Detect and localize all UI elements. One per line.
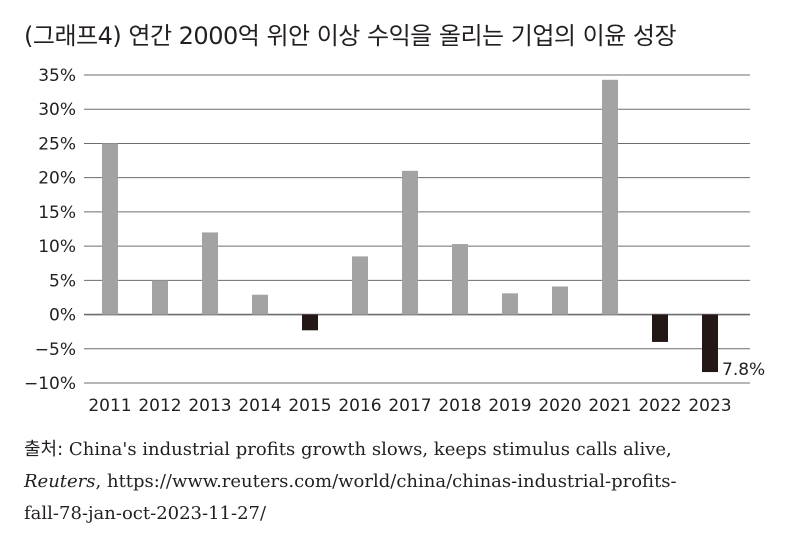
bar-annotation: 7.8% [722, 360, 765, 380]
bar-2011 [102, 143, 118, 315]
bar-2018 [452, 244, 468, 315]
x-tick-label: 2019 [488, 396, 531, 416]
bar-2016 [352, 256, 368, 315]
x-axis-ticks: 2011 2012 2013 2014 2015 2016 2017 2018 2019 2020… [88, 396, 731, 416]
bars [102, 79, 718, 373]
bar-2022 [652, 314, 668, 342]
source-url-part1: , https://www.reuters.com/world/china/ch… [95, 471, 677, 492]
y-tick-label: 25% [38, 134, 76, 154]
y-tick-label: 30% [38, 100, 76, 120]
x-tick-label: 2023 [688, 396, 731, 416]
x-tick-label: 2020 [538, 396, 581, 416]
y-tick-label: 15% [38, 203, 76, 223]
source-line1: China's industrial profits growth slows,… [68, 439, 672, 460]
x-tick-label: 2022 [638, 396, 681, 416]
chart-title: (그래프4) 연간 2000억 위안 이상 수익을 올리는 기업의 이윤 성장 [24, 22, 677, 50]
x-tick-label: 2013 [188, 396, 231, 416]
source-label: 출처: [24, 439, 64, 460]
y-tick-label: 20% [38, 169, 76, 189]
source-note: 출처: China's industrial profits growth sl… [24, 434, 784, 530]
bar-2019 [502, 293, 518, 315]
x-tick-label: 2017 [388, 396, 431, 416]
bar-2012 [152, 280, 168, 315]
bar-2014 [252, 294, 268, 315]
bar-2015 [302, 314, 318, 331]
y-tick-label: 0% [49, 306, 76, 326]
x-tick-label: 2018 [438, 396, 481, 416]
x-tick-label: 2015 [288, 396, 331, 416]
y-tick-label: 10% [38, 237, 76, 257]
bar-2017 [402, 170, 418, 315]
bar-2021 [602, 79, 618, 315]
x-tick-label: 2021 [588, 396, 631, 416]
source-url-part2: fall-78-jan-oct-2023-11-27/ [24, 503, 267, 524]
bar-2013 [202, 232, 218, 315]
x-tick-label: 2016 [338, 396, 381, 416]
y-tick-label: 35% [38, 66, 76, 86]
y-tick-label: 5% [49, 271, 76, 291]
bar-2020 [552, 286, 568, 315]
bar-2023 [702, 314, 718, 373]
bar-chart: 35%30%25%20%15%10%5%0%−5%−10% 2011 2012 20… [24, 66, 765, 416]
x-tick-label: 2014 [238, 396, 281, 416]
x-tick-label: 2012 [138, 396, 181, 416]
annotations: 7.8% [722, 360, 765, 380]
y-tick-label: −10% [24, 374, 76, 394]
x-tick-label: 2011 [88, 396, 131, 416]
y-axis-ticks: 35% 30% 25% 20% 15% 10% 5% 0% −5% −10% [24, 66, 76, 394]
y-tick-label: −5% [35, 340, 76, 360]
source-publisher: Reuters [24, 471, 96, 492]
